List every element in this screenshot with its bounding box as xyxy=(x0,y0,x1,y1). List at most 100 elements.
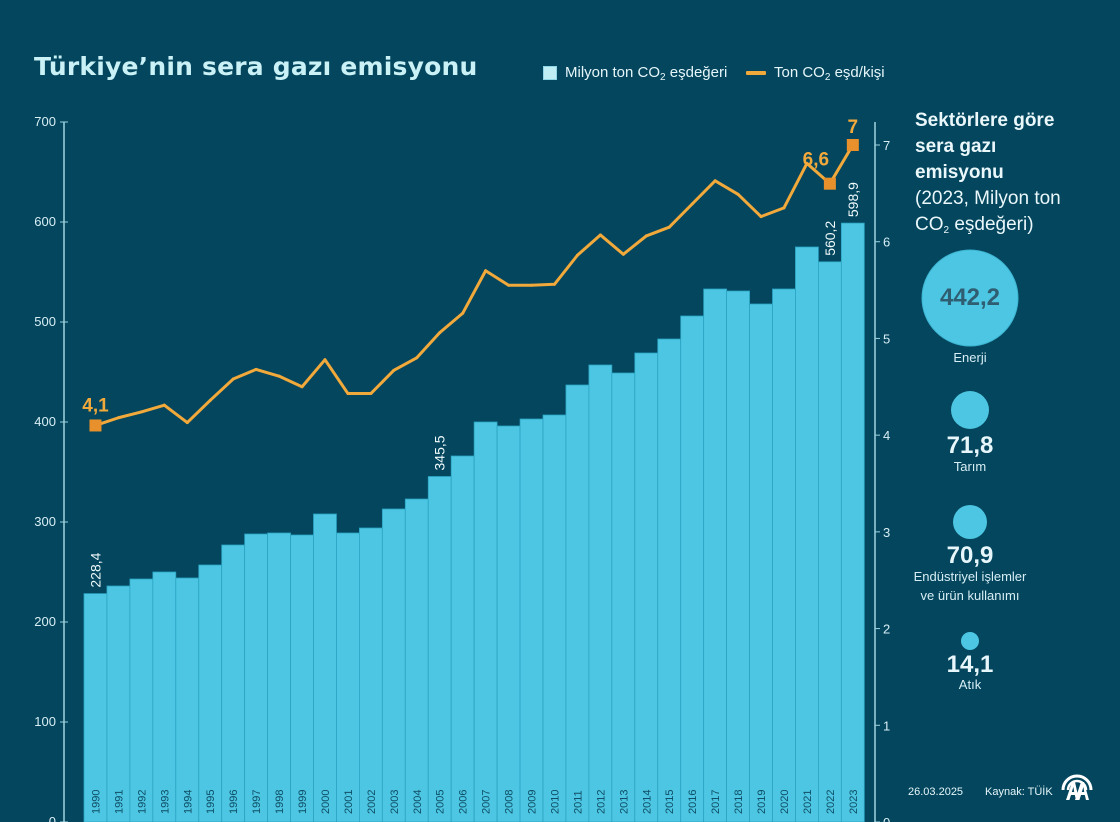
line-point xyxy=(782,206,786,210)
left-axis-tick-label: 100 xyxy=(34,714,56,729)
x-axis-tick-label: 1997 xyxy=(251,790,263,814)
line-point xyxy=(346,392,350,396)
line-point xyxy=(690,202,694,206)
line-marker xyxy=(823,177,836,190)
bar-data-label: 228,4 xyxy=(87,552,103,587)
x-axis-tick-label: 2006 xyxy=(458,790,470,814)
line-data-label: 6,6 xyxy=(803,150,829,171)
right-axis-tick-label: 5 xyxy=(883,331,890,346)
line-point xyxy=(667,225,671,229)
bar-data-label: 560,2 xyxy=(822,221,838,256)
x-axis-tick-label: 2021 xyxy=(802,790,814,814)
x-axis-tick-label: 2007 xyxy=(481,790,493,814)
x-axis-tick-label: 1999 xyxy=(297,790,309,814)
legend-item-line: Ton CO2 eşd/kişi xyxy=(746,64,885,83)
x-axis-tick-label: 2001 xyxy=(343,790,355,814)
bar xyxy=(840,222,865,822)
x-axis-tick-label: 2019 xyxy=(756,790,768,814)
left-axis-tick-label: 0 xyxy=(49,814,56,822)
legend-swatch-bar xyxy=(543,65,557,80)
footer-date: 26.03.2025 xyxy=(908,786,964,798)
x-axis-tick-label: 1991 xyxy=(113,790,125,814)
x-axis-tick-label: 2014 xyxy=(641,790,653,814)
left-axis-tick-label: 200 xyxy=(34,614,56,629)
line-point xyxy=(369,392,373,396)
line-point xyxy=(415,356,419,360)
footer-source: Kaynak: TÜİK xyxy=(985,786,1053,798)
side-title-line-2: sera gazı xyxy=(915,136,997,157)
x-axis-tick-label: 2000 xyxy=(320,790,332,814)
bar-data-label: 598,9 xyxy=(845,182,861,217)
x-axis-tick-label: 1998 xyxy=(274,790,286,814)
sector-label-endustriyel-line-1: Endüstriyel işlemler xyxy=(913,569,1027,584)
x-axis-tick-label: 1994 xyxy=(182,790,194,814)
line-point xyxy=(552,282,556,286)
side-subtitle-line-2: CO2 eşdeğeri) xyxy=(915,214,1034,236)
x-axis-tick-label: 1993 xyxy=(159,790,171,814)
side-panel-title: Sektörlere göre sera gazı emisyonu (2023… xyxy=(915,108,1115,238)
x-axis-tick-label: 2008 xyxy=(504,790,516,814)
x-axis-tick-label: 2017 xyxy=(710,790,722,814)
x-axis-tick-label: 2004 xyxy=(412,790,424,814)
line-point xyxy=(507,283,511,287)
line-point xyxy=(231,377,235,381)
x-axis-tick-label: 2011 xyxy=(572,790,584,814)
x-axis-tick-label: 2003 xyxy=(389,790,401,814)
x-axis-tick-label: 2023 xyxy=(848,790,860,814)
sector-value-endustriyel: 70,9 xyxy=(946,542,994,569)
bar-data-label: 345,5 xyxy=(432,435,448,470)
left-axis-tick-label: 300 xyxy=(34,514,56,529)
line-point xyxy=(300,385,304,389)
side-title-line-3: emisyonu xyxy=(915,162,1004,183)
line-point xyxy=(139,410,143,414)
line-point xyxy=(575,253,579,257)
bubble-atik xyxy=(961,632,979,650)
line-point xyxy=(713,179,717,183)
side-subtitle-line-1: (2023, Milyon ton xyxy=(915,188,1061,209)
right-axis-tick-label: 1 xyxy=(883,718,890,733)
right-axis-tick-label: 6 xyxy=(883,235,890,250)
x-axis-tick-label: 2010 xyxy=(549,790,561,814)
legend-label-bar: Milyon ton CO2 eşdeğeri xyxy=(565,64,728,83)
sector-label-endustriyel-line-2: ve ürün kullanımı xyxy=(920,588,1020,603)
line-point xyxy=(438,331,442,335)
x-axis-tick-label: 1995 xyxy=(205,790,217,814)
line-series xyxy=(94,144,855,427)
x-axis-tick-label: 2009 xyxy=(527,790,539,814)
line-marker xyxy=(846,139,859,151)
x-axis-tick-label: 2015 xyxy=(664,790,676,814)
line-point xyxy=(598,233,602,237)
right-axis-tick-label: 2 xyxy=(883,622,890,637)
line-point xyxy=(805,161,809,165)
sector-label-endustriyel: Endüstriyel işlemler ve ürün kullanımı xyxy=(900,567,1040,605)
sector-label-enerji: Enerji xyxy=(953,350,987,365)
line-point xyxy=(461,311,465,315)
x-axis-tick-label: 2022 xyxy=(825,790,837,814)
line-point xyxy=(116,416,120,420)
sector-label-tarim: Tarım xyxy=(953,459,987,474)
bubble-endustriyel xyxy=(953,505,987,539)
line-marker xyxy=(89,419,102,432)
right-axis-tick-label: 3 xyxy=(883,525,890,540)
line-point xyxy=(208,398,212,402)
left-axis-tick-label: 400 xyxy=(34,414,56,429)
line-point xyxy=(621,252,625,256)
x-axis-tick-label: 2012 xyxy=(595,790,607,814)
sector-value-enerji: 442,2 xyxy=(939,284,1001,311)
x-axis-tick-label: 2018 xyxy=(733,790,745,814)
line-data-label: 4,1 xyxy=(82,395,109,416)
line-point xyxy=(530,283,534,287)
left-axis-tick-label: 500 xyxy=(34,314,56,329)
line-point xyxy=(759,215,763,219)
right-axis-tick-label: 0 xyxy=(883,815,890,822)
line-data-label: 7 xyxy=(848,117,859,138)
right-axis-tick-label: 4 xyxy=(883,428,890,443)
sector-label-atik: Atık xyxy=(958,677,982,692)
sector-value-atik: 14,1 xyxy=(946,651,994,678)
bubble-enerji xyxy=(921,249,1019,347)
x-axis-tick-label: 2013 xyxy=(618,790,630,814)
x-axis-tick-label: 2016 xyxy=(687,790,699,814)
line-point xyxy=(736,192,740,196)
